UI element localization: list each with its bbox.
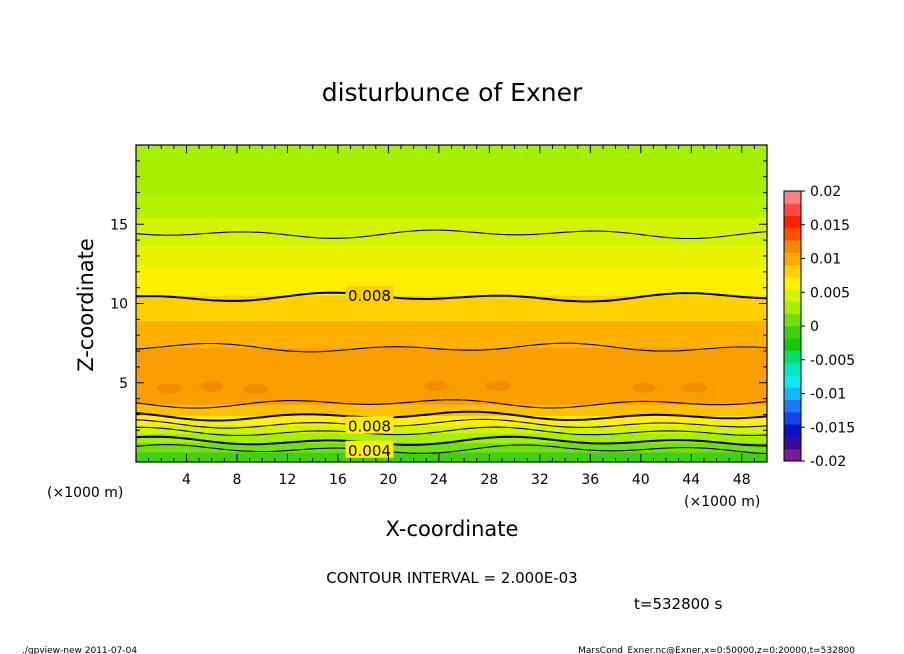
x-tick-label: 28	[480, 472, 498, 488]
colorbar-swatch	[784, 289, 801, 302]
x-unit-label: (×1000 m)	[684, 494, 760, 510]
contour-interval-note: CONTOUR INTERVAL = 2.000E-03	[326, 569, 577, 587]
y-tick-label: 10	[110, 297, 128, 313]
x-tick-label: 40	[632, 472, 650, 488]
field-band	[136, 320, 767, 348]
colorbar-swatch	[784, 240, 801, 253]
contour-label-group: 0.008 0.008 0.004	[345, 285, 394, 460]
colorbar-swatch	[784, 375, 801, 388]
contour-label-bg	[345, 416, 394, 434]
contour-line	[135, 410, 768, 422]
field-band	[136, 246, 767, 268]
colorbar-label: -0.005	[810, 353, 855, 369]
colorbar-label: 0.01	[810, 252, 841, 268]
colorbar-swatch	[784, 227, 801, 241]
colorbar-swatch	[784, 313, 801, 327]
contour-line	[135, 229, 768, 240]
colorbar-swatch	[784, 387, 801, 401]
field-patch	[486, 380, 511, 391]
contour-lines	[135, 229, 768, 455]
field-patch	[156, 383, 181, 394]
colorbar-swatch	[784, 399, 801, 413]
colorbar-swatch	[784, 191, 801, 204]
y-unit-label: (×1000 m)	[47, 485, 123, 501]
field-band	[136, 433, 767, 443]
contour-label: 0.008	[348, 418, 391, 436]
contour-line	[135, 444, 768, 455]
field-band	[136, 295, 767, 321]
colorbar-label: -0.01	[810, 387, 846, 403]
contour-line	[136, 426, 768, 437]
x-tick-label: 48	[733, 472, 751, 488]
colorbar-label: 0	[810, 319, 819, 335]
contour-line	[135, 399, 768, 409]
contour-label: 0.004	[348, 442, 391, 460]
x-axis-title: X-coordinate	[386, 517, 519, 541]
colorbar-label: 0.005	[810, 285, 850, 301]
colorbar-label: 0.02	[810, 184, 841, 200]
colorbar-swatch	[784, 362, 801, 376]
x-axis-ticks: 4 8 12 16 20 24 28 32 36 40 44 48	[148, 145, 755, 488]
field-band	[136, 425, 767, 434]
colorbar-swatch	[784, 424, 801, 437]
y-axis-title: Z-coordinate	[74, 238, 98, 372]
colorbar-swatch	[784, 203, 801, 216]
field-band	[136, 452, 767, 462]
field-patch	[199, 381, 224, 392]
contour-line	[135, 342, 768, 353]
x-tick-label: 20	[379, 472, 397, 488]
field-band	[136, 442, 767, 453]
colorbar-swatch	[784, 326, 801, 339]
x-tick-label: 4	[182, 472, 191, 488]
contour-label: 0.008	[348, 287, 391, 305]
colorbar-swatch	[784, 276, 801, 290]
contour-line	[135, 291, 768, 303]
x-tick-label: 12	[279, 472, 297, 488]
chart-title: disturbunce of Exner	[322, 78, 583, 107]
y-tick-label: 15	[110, 217, 128, 233]
colorbar-swatch	[784, 350, 801, 364]
colorbar-swatch	[784, 252, 801, 266]
program-date-note: ./gpview-new 2011-07-04	[22, 646, 137, 654]
y-tick-label: 5	[119, 376, 128, 392]
colorbar-label: 0.015	[810, 218, 850, 234]
time-label: t=532800 s	[634, 595, 722, 613]
colorbar-swatch	[784, 411, 801, 425]
contour-label-bg	[345, 285, 394, 303]
colorbar-swatch	[784, 448, 801, 462]
y-axis-ticks: 5 10 15	[110, 160, 767, 447]
field-band	[136, 404, 767, 417]
field-band	[136, 145, 767, 196]
colorbar-label: -0.02	[810, 454, 846, 470]
field-band	[136, 267, 767, 296]
colorbar-swatch	[784, 338, 801, 351]
field-patch	[683, 382, 708, 393]
colorbar-swatch	[784, 301, 801, 315]
contour-label-bg	[345, 440, 394, 458]
data-source-note: MarsCond_Exner.nc@Exner,x=0:50000,z=0:20…	[578, 646, 855, 654]
x-tick-label: 44	[682, 472, 700, 488]
contour-line	[135, 435, 767, 447]
x-tick-label: 24	[430, 472, 448, 488]
field-patch	[243, 384, 268, 395]
field-patch	[424, 380, 449, 391]
colorbar	[783, 190, 802, 462]
x-tick-label: 16	[329, 472, 347, 488]
colorbar-label: -0.015	[810, 420, 855, 436]
colorbar-swatch	[784, 215, 801, 229]
colorbar-swatch	[784, 436, 801, 450]
field-band	[136, 195, 767, 218]
x-tick-label: 8	[232, 472, 241, 488]
colorbar-swatch	[784, 264, 801, 278]
x-tick-label: 32	[531, 472, 549, 488]
field-band	[136, 347, 767, 405]
contour-line	[135, 418, 768, 429]
x-tick-label: 36	[581, 472, 599, 488]
colorbar-labels: 0.02 0.015 0.01 0.005 0 -0.005 -0.01 -0.015 -0.0…	[801, 184, 855, 470]
field-patch	[632, 382, 657, 393]
